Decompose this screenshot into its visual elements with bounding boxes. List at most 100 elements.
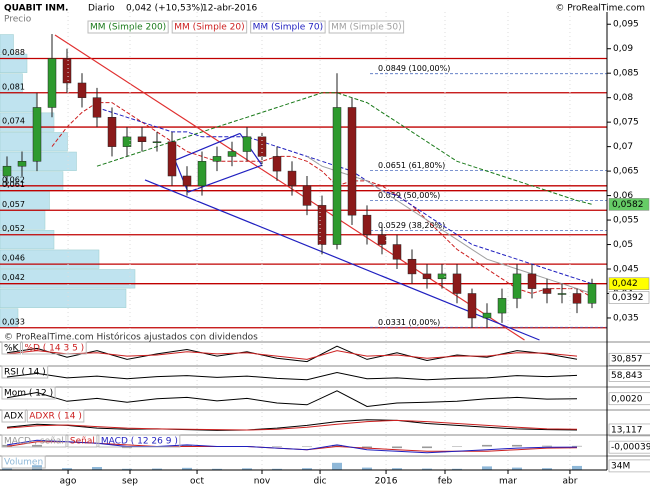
candle-body: [587, 283, 597, 304]
level-label: 0,057: [2, 200, 25, 209]
indicator-bar: [392, 446, 403, 449]
candle-body: [527, 273, 537, 289]
last-value-label: 0,042: [612, 279, 638, 289]
candle-body: [407, 258, 417, 275]
volume-profile-bar: [0, 34, 14, 54]
last-value-label: 0,0582: [612, 200, 644, 210]
candle-body: [242, 136, 252, 152]
legend-entry: MM (Simple 50): [331, 23, 401, 33]
indicator-bar: [362, 467, 373, 470]
y-tick-label: 0,045: [613, 265, 639, 275]
level-label: 0,052: [2, 224, 25, 233]
y-tick-label: 0,065: [613, 167, 639, 177]
last-value-label: 34M: [611, 461, 630, 471]
candle-body: [392, 244, 402, 260]
legend-entry: MM (Simple 200): [90, 23, 166, 33]
indicator-bar: [32, 444, 43, 447]
indicator-bar: [332, 462, 343, 470]
y-tick-label: 0,09: [613, 44, 633, 54]
fib-label: 0.0651 (61,80%): [378, 161, 445, 170]
trendline: [54, 34, 525, 341]
indicator-line: [6, 419, 578, 431]
indicator-bar: [452, 468, 463, 470]
x-tick-label: sep: [122, 477, 138, 487]
candle-body: [17, 161, 27, 167]
panel-legend-box: [1, 455, 46, 469]
candle-body: [137, 136, 147, 142]
indicator-bar: [452, 446, 463, 447]
panel-legend: ADXR ( 14 ): [29, 412, 82, 422]
last-value-label: 30,857: [611, 355, 643, 365]
indicator-bar: [152, 468, 163, 470]
indicator-bar: [92, 467, 103, 470]
last-value-badge: [608, 369, 650, 382]
footer: © ProRealTime.com Históricos ajustados c…: [4, 332, 258, 343]
legend-entry: MM (Simple 70): [253, 23, 323, 33]
last-value-label: -0,00039: [611, 443, 650, 453]
y-tick-label: 0,07: [613, 142, 633, 152]
indicator-bar: [392, 468, 403, 470]
x-tick-label: oct: [190, 477, 204, 487]
indicator-bar: [2, 444, 13, 447]
indicator-bar: [272, 468, 283, 470]
candle-body: [257, 136, 267, 157]
legend-box: [87, 20, 169, 34]
candle-body: [287, 170, 297, 187]
indicator-line: [6, 439, 578, 454]
x-tick-label: nov: [254, 477, 271, 487]
last-value-badge: [608, 392, 650, 406]
legend-box: [250, 20, 326, 34]
trendline: [174, 160, 189, 193]
legend-box: [171, 20, 248, 34]
last-value-badge: [608, 440, 650, 454]
panel-legend: MACD-, señal: [4, 437, 64, 447]
candle-body: [92, 97, 102, 118]
indicator-bar: [542, 468, 553, 470]
y-tick-label: 0,06: [613, 191, 633, 201]
indicator-bar: [302, 468, 313, 470]
indicator-bar: [122, 468, 133, 470]
indicator-bar: [182, 444, 193, 447]
moving-average: [51, 102, 593, 298]
candle-body: [347, 107, 357, 216]
panel-legend-box: [67, 434, 98, 448]
candle-body: [122, 136, 132, 147]
indicator-bar: [62, 446, 73, 447]
panel-legend: Mom ( 12 ): [4, 389, 53, 399]
indicator-bar: [422, 446, 433, 449]
fib-label: 0.0849 (100,00%): [378, 64, 450, 73]
candle-body: [332, 107, 342, 245]
indicator-bar: [572, 465, 582, 470]
panel-legend-box: [26, 409, 85, 423]
legend-entry: MM (Simple 20): [174, 23, 244, 33]
panel-legend-box: [21, 341, 87, 355]
candle-body: [47, 58, 57, 108]
candle-body: [2, 165, 12, 177]
panel-legend: MACD ( 12 26 9 ): [101, 437, 178, 447]
candle-body: [62, 58, 72, 84]
chart-title: QUABIT INM.: [4, 4, 68, 14]
candle-body: [302, 185, 312, 206]
indicator-line: [6, 419, 578, 431]
candle-body: [512, 273, 522, 299]
level-label: 0,088: [2, 48, 25, 57]
level-label: 0,074: [2, 117, 25, 126]
candle-body: [422, 273, 432, 280]
y-tick-label: 0,085: [613, 69, 639, 79]
indicator-bar: [212, 468, 223, 470]
indicator-bar: [182, 467, 193, 470]
source: © ProRealTime.com: [555, 4, 645, 14]
candle-body: [107, 117, 117, 147]
legend-box: [328, 20, 405, 34]
panel-legend: %D ( 14 3 5 ): [24, 344, 84, 354]
panel-legend-box: [1, 341, 21, 355]
last-value-label: 58,843: [611, 371, 643, 381]
x-tick-label: feb: [438, 477, 453, 487]
x-tick-label: mar: [499, 477, 517, 487]
fib-label: 0.0331 (0,00%): [378, 318, 440, 327]
indicator-bar: [512, 444, 523, 447]
indicator-bar: [572, 445, 582, 447]
indicator-line: [6, 390, 578, 408]
